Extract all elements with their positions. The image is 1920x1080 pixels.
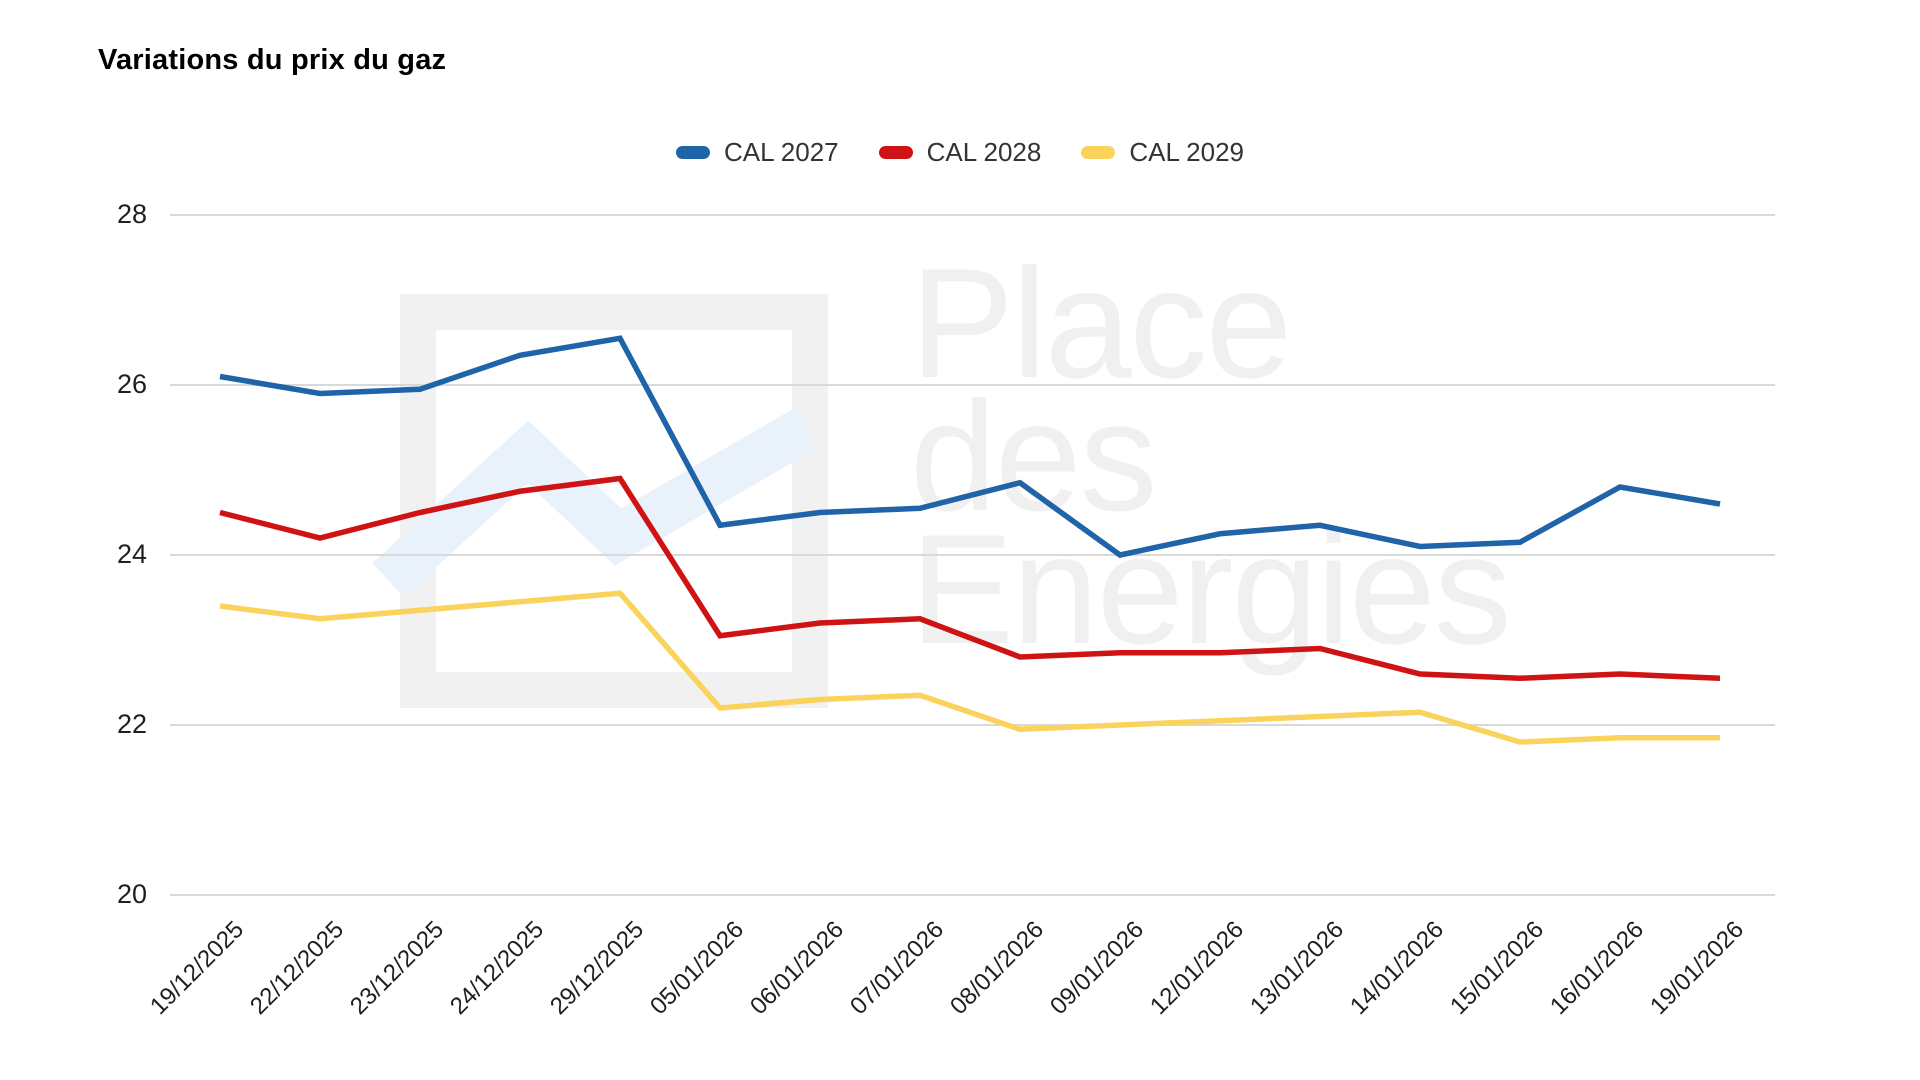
chart-legend: CAL 2027 CAL 2028 CAL 2029: [0, 137, 1920, 168]
series-line-cal-2028: [219, 475, 1721, 682]
series-line-cal-2027: [219, 335, 1721, 558]
watermark-text: Place des Energies: [910, 237, 1512, 668]
legend-item-cal-2028[interactable]: CAL 2028: [878, 137, 1042, 168]
legend-label: CAL 2029: [1129, 137, 1245, 167]
legend-swatch-icon: [1081, 146, 1116, 159]
watermark-line: des: [910, 370, 1158, 544]
legend-label: CAL 2027: [723, 137, 839, 167]
legend-swatch-icon: [675, 146, 710, 159]
chart-title: Variations du prix du gaz: [98, 44, 447, 76]
watermark-line: Place: [910, 237, 1292, 411]
legend-swatch-icon: [878, 146, 913, 159]
series-line-cal-2029: [219, 590, 1720, 745]
legend-item-cal-2027[interactable]: CAL 2027: [675, 137, 839, 168]
legend-label: CAL 2028: [926, 137, 1042, 167]
legend-item-cal-2029[interactable]: CAL 2029: [1081, 137, 1244, 168]
